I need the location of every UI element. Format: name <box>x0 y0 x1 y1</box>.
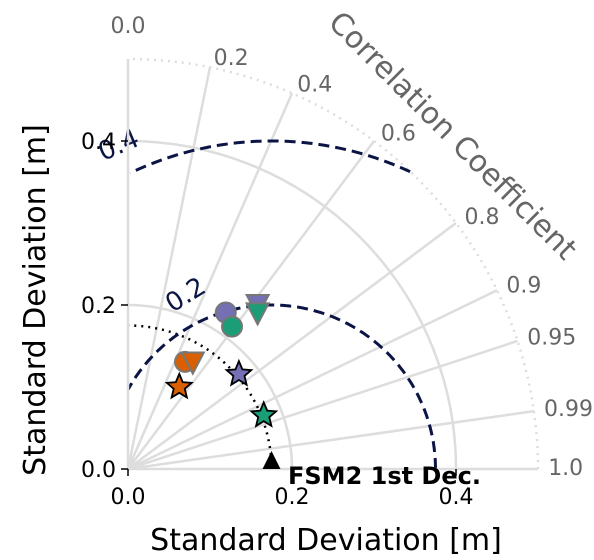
y-tick-label: 0.2 <box>81 294 116 319</box>
correlation-line <box>126 92 294 470</box>
reference-marker <box>262 451 281 469</box>
correlation-line <box>127 222 457 470</box>
x-tick-label: 0.0 <box>111 485 146 510</box>
std-arc <box>127 303 294 470</box>
correlation-tick-label: 0.99 <box>544 397 593 422</box>
data-point-circle <box>221 315 244 338</box>
correlation-tick-label: 0.6 <box>381 121 416 146</box>
correlation-tick-label: 1.0 <box>548 456 583 481</box>
reference-label: FSM2 1st Dec. <box>288 462 481 490</box>
correlation-line <box>127 339 518 471</box>
outer-boundary-arc <box>127 57 540 470</box>
data-point-star <box>249 400 279 428</box>
correlation-tick-label: 0.0 <box>111 14 146 39</box>
y-tick-label: 0.4 <box>81 130 116 155</box>
correlation-tick-label: 0.4 <box>297 73 332 98</box>
data-point-triangle-down <box>180 351 206 376</box>
correlation-tick-label: 0.9 <box>506 274 541 299</box>
crmsd-contour <box>126 303 437 469</box>
x-tick-label: 0.2 <box>275 485 310 510</box>
axes: 0.0 0.2 0.4 0.0 0.2 0.4 <box>81 59 538 510</box>
correlation-line <box>126 67 212 470</box>
correlation-tick-label: 0.95 <box>527 325 576 350</box>
crmsd-contour <box>129 139 411 175</box>
y-tick-label: 0.0 <box>81 458 116 483</box>
x-tick-label: 0.4 <box>439 485 474 510</box>
data-point-star <box>164 371 194 400</box>
correlation-line <box>127 409 535 471</box>
data-point-triangle-down <box>244 302 271 327</box>
correlation-axis-title: Correlation Coefficient <box>321 5 583 267</box>
correlation-grid: 0.0 0.2 0.4 0.6 0.8 0.9 0.95 0.99 1.0 <box>111 14 594 481</box>
correlation-line <box>127 289 498 471</box>
reference-std-arc <box>127 324 273 470</box>
correlation-tick-label: 0.8 <box>465 205 500 230</box>
correlation-tick-label: 0.2 <box>214 46 249 71</box>
data-point-star <box>224 358 254 387</box>
std-arc <box>127 139 458 470</box>
x-axis-title: Standard Deviation [m] <box>150 523 502 558</box>
y-axis-title: Standard Deviation [m] <box>18 124 53 476</box>
data-points <box>164 293 281 469</box>
